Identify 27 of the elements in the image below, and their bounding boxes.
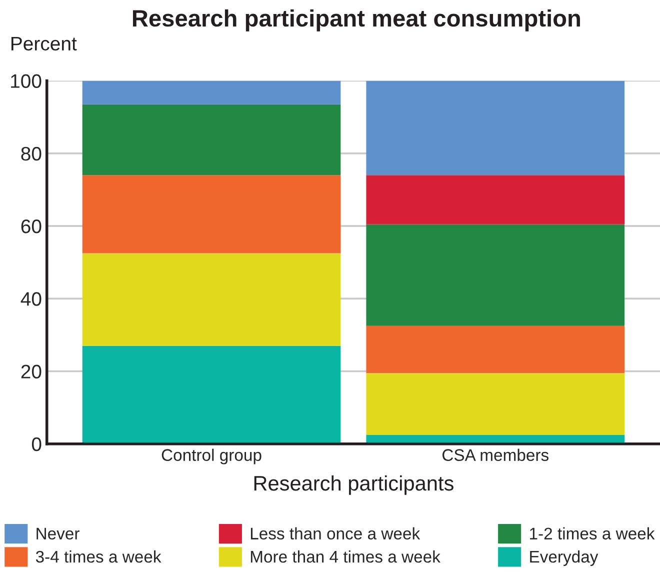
- legend-label: Less than once a week: [250, 527, 420, 540]
- legend-label: More than 4 times a week: [250, 550, 440, 563]
- bar: [82, 253, 341, 346]
- y-tick-label: 40: [20, 292, 42, 306]
- y-tick-label: 100: [11, 74, 42, 88]
- x-axis-title: Research participants: [254, 475, 454, 495]
- x-tick-label: Control group: [162, 448, 262, 464]
- legend-label: 1-2 times a week: [530, 527, 655, 540]
- bar: [366, 224, 625, 326]
- y-tick-label: 60: [21, 219, 42, 234]
- legend-label: Never: [36, 528, 80, 540]
- bar: [366, 175, 625, 224]
- bar: [366, 373, 625, 435]
- legend-label: 3-4 times a week: [36, 550, 162, 563]
- bar: [366, 326, 625, 374]
- bar: [82, 80, 341, 104]
- x-tick-label: CSA members: [442, 448, 548, 461]
- bar: [82, 175, 341, 254]
- chart-title: Research participant meat consumption: [132, 9, 580, 32]
- y-tick-label: 0: [32, 437, 42, 452]
- bar: [82, 104, 341, 176]
- y-tick-label: 80: [21, 146, 42, 161]
- y-tick-label: 20: [21, 364, 42, 378]
- bar: [366, 80, 625, 176]
- bar: [82, 346, 341, 444]
- y-axis-title: Percent: [11, 36, 77, 51]
- legend-label: Everyday: [530, 550, 598, 566]
